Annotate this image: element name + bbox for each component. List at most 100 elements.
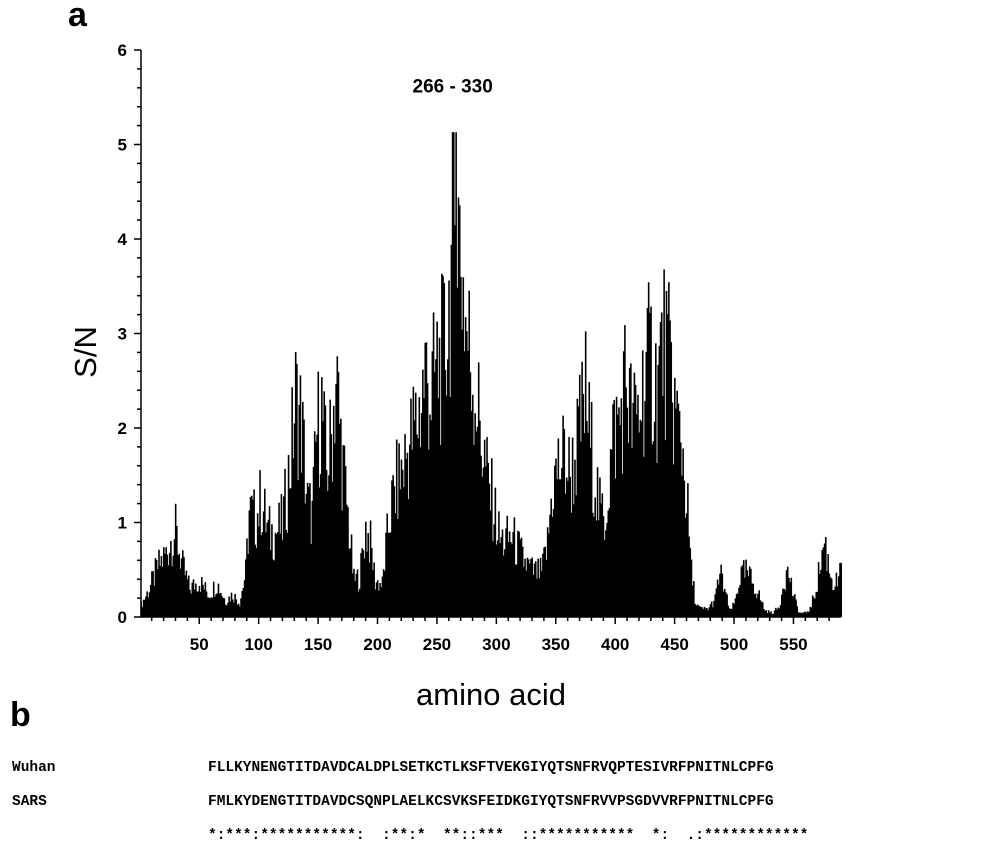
bar [368,562,371,617]
bar [754,593,757,617]
bar [356,569,359,617]
bar [291,387,293,617]
bar [653,421,656,617]
bar [772,613,775,617]
bar [797,612,800,617]
bar [561,467,563,617]
bar [439,445,442,617]
bar [362,550,365,617]
y-tick-label: 6 [118,41,127,60]
bar [645,351,648,617]
bar [702,609,705,617]
x-tick-label: 250 [423,635,451,654]
bar [258,526,260,617]
bar [235,599,238,617]
bar [174,503,177,617]
bar [266,522,268,617]
bar [433,371,436,617]
bar [815,591,818,617]
conservation-line: *:***:***********: :**:* **::*** ::*****… [208,828,809,844]
bar [706,608,708,617]
bar [593,516,595,617]
sequence-name-wuhan: Wuhan [12,760,56,776]
bar [286,532,289,617]
bar [596,467,599,617]
bar [470,410,473,617]
bar [386,513,389,617]
bar [496,540,499,617]
bar [569,476,572,617]
bar [353,568,355,617]
bar [649,312,651,617]
bar [782,588,784,617]
bar [627,442,630,617]
bar [687,483,689,617]
bar [239,606,241,617]
bar [792,596,795,617]
bar [632,402,635,617]
bar [631,448,633,617]
bar [546,527,549,617]
bar [255,548,258,617]
bar [479,420,481,617]
bar [524,558,526,617]
bar [205,591,208,617]
bar [391,480,393,617]
bar [684,517,687,617]
bar [244,559,247,617]
bar [405,458,408,617]
bar [833,589,835,617]
tick-labels: 0 1 2 3 4 5 6 50 100 150 200 250 300 350 400 450 500 550 [118,41,808,654]
bar [775,607,777,617]
bar [300,472,303,617]
bar [483,439,486,617]
bar [393,486,396,617]
bar [277,531,279,617]
bar [733,603,736,617]
bar [216,593,219,617]
bar [592,512,594,617]
bar [424,342,427,617]
x-tick-label: 500 [720,635,748,654]
bar [809,606,812,617]
bar [411,449,413,617]
bar [432,312,435,617]
x-tick-label: 300 [482,635,510,654]
bar [790,577,793,617]
bar [643,456,645,617]
bar [773,610,776,617]
bar [366,551,368,617]
bar [655,343,657,617]
bar [780,594,783,617]
chart-axes [134,49,841,624]
bar [195,583,197,617]
bar [715,588,718,617]
bar [770,611,772,617]
bar [250,495,253,617]
bar [616,414,619,617]
bar [435,359,437,617]
bar [324,405,327,617]
bar [394,513,397,617]
bar [670,342,673,617]
bar [437,398,440,617]
bar [485,466,487,617]
bar [387,532,390,617]
bar [662,395,664,617]
bar [510,542,512,617]
bar [354,580,356,617]
x-tick-label: 200 [363,635,391,654]
bar [727,605,730,617]
bar [342,445,345,617]
bar [209,598,211,617]
bar [208,597,210,617]
bar [538,578,541,617]
bar [381,576,384,617]
bar [817,562,820,617]
bar [578,374,581,617]
bar [511,544,513,617]
bar [798,612,801,617]
bar [748,566,751,617]
bar [367,533,369,617]
bar [332,405,335,617]
